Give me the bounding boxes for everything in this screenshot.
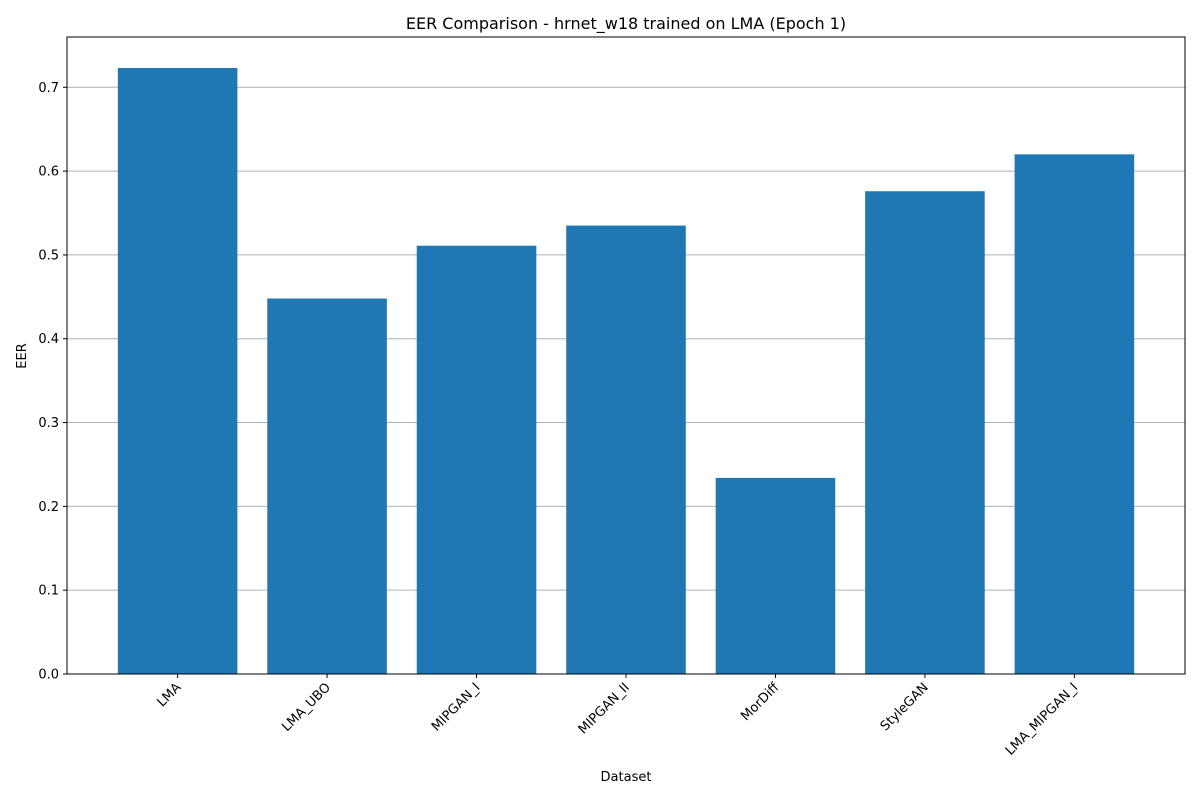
y-tick-label: 0.1 — [38, 584, 59, 599]
chart-title: EER Comparison - hrnet_w18 trained on LM… — [406, 14, 846, 34]
y-axis-ticks: 0.0 0.1 0.2 0.3 0.4 0.5 0.6 0.7 — [38, 81, 67, 683]
bar-lma-mipgan-i — [1014, 154, 1135, 674]
bar-mordiff — [715, 477, 836, 674]
y-tick-label: 0.4 — [38, 332, 59, 347]
bar-mipgan-ii — [566, 225, 686, 675]
x-tick-label: LMA_UBO — [279, 680, 334, 735]
x-tick-label: MIPGAN_I — [429, 680, 483, 734]
y-axis-label: EER — [15, 343, 30, 368]
x-tick-label: MIPGAN_II — [576, 680, 633, 737]
y-tick-label: 0.7 — [38, 81, 59, 96]
y-tick-label: 0.2 — [38, 500, 59, 515]
plot-frame — [66, 36, 1186, 675]
bar-mipgan-i — [416, 245, 537, 675]
x-axis-ticks: LMA LMA_UBO MIPGAN_I MIPGAN_II MorDiff StyleG… — [154, 674, 1081, 759]
y-tick-label: 0.6 — [38, 165, 59, 180]
x-tick-label: MorDiff — [738, 679, 783, 724]
x-tick-label: LMA — [154, 680, 184, 710]
y-tick-label: 0.3 — [38, 416, 59, 431]
y-tick-label: 0.5 — [38, 248, 59, 263]
x-tick-label: LMA_MIPGAN_I — [1003, 680, 1081, 758]
bar-stylegan — [865, 191, 985, 674]
bar-lma — [117, 68, 238, 674]
x-axis-label: Dataset — [601, 770, 652, 785]
bars-group — [117, 68, 1135, 675]
bar-lma-ubo — [267, 298, 387, 674]
y-tick-label: 0.0 — [38, 668, 59, 683]
x-tick-label: StyleGAN — [878, 680, 932, 734]
